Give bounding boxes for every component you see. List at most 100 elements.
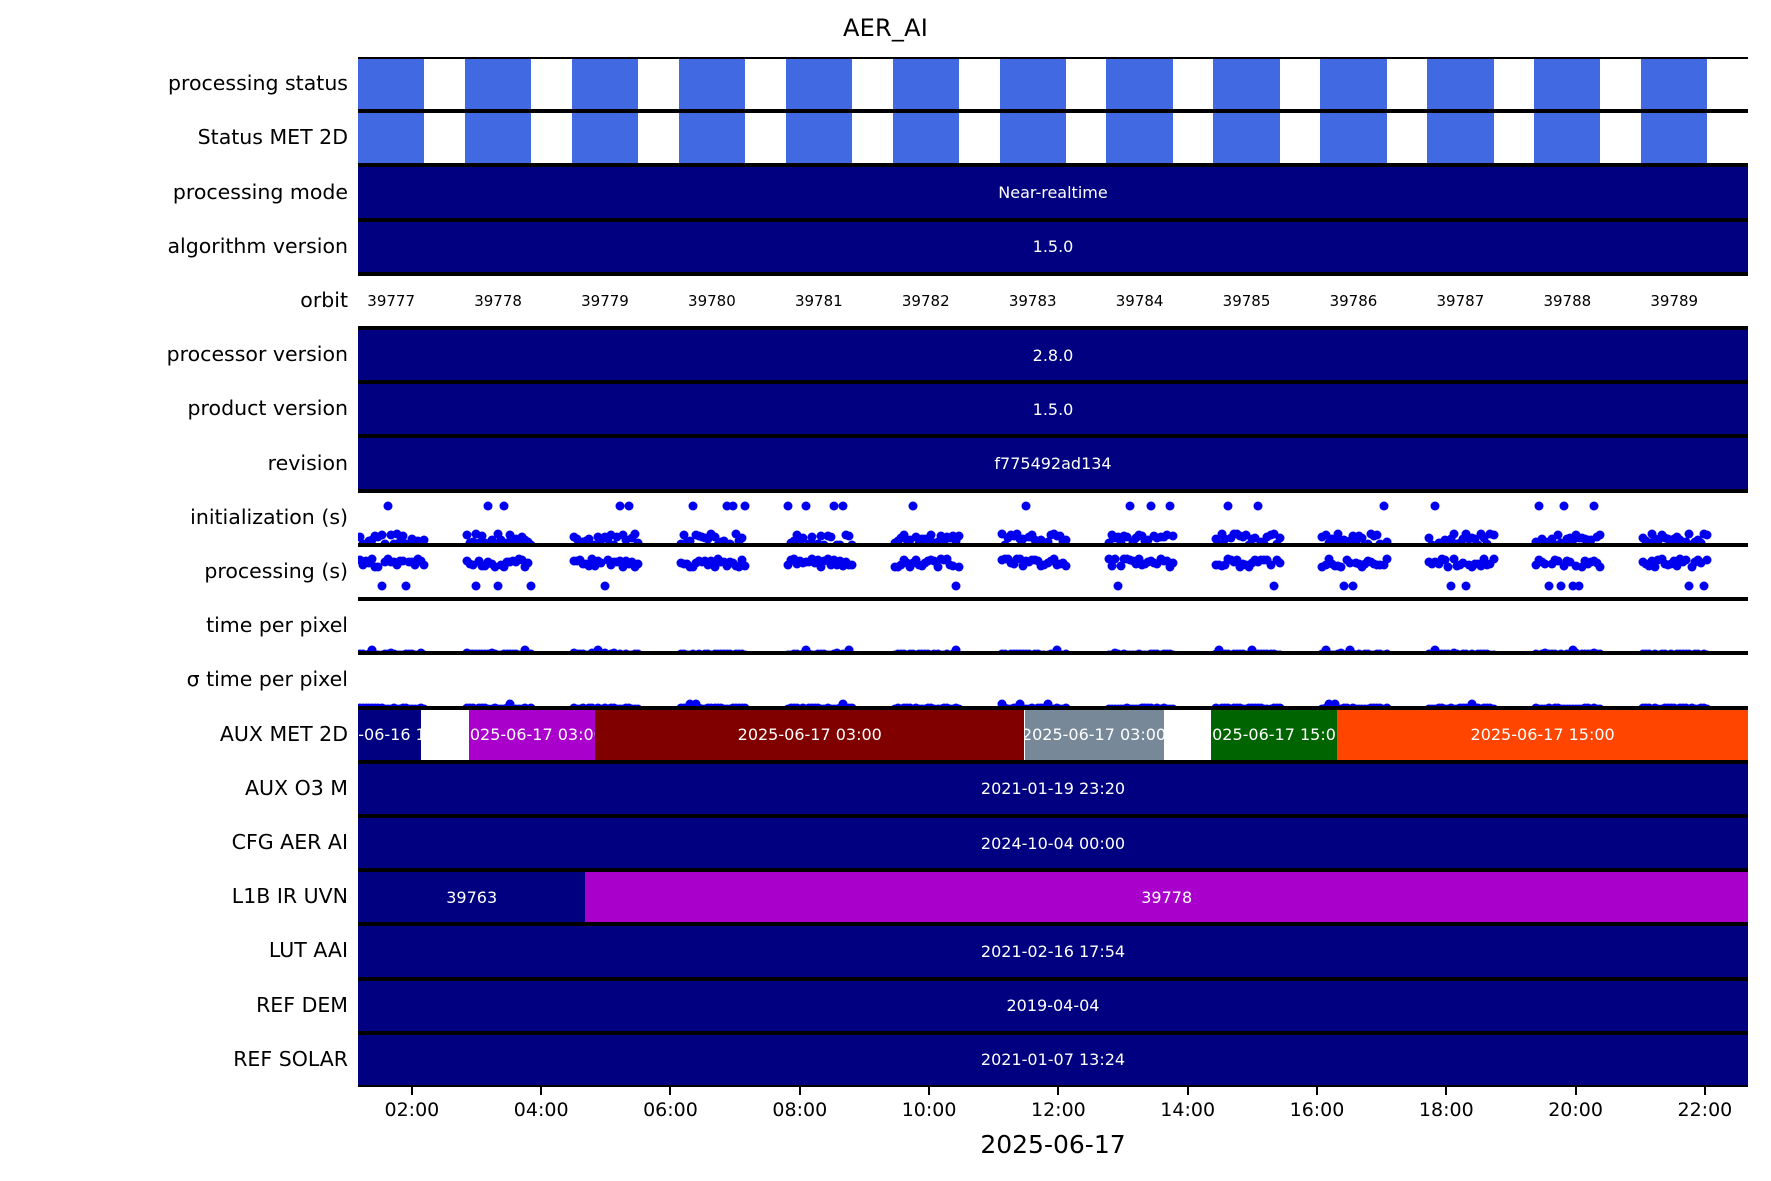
status-block xyxy=(1534,113,1601,164)
scatter-point xyxy=(419,535,429,543)
scatter-point xyxy=(1568,581,1578,591)
scatter-point xyxy=(1375,539,1385,543)
scatter-point xyxy=(997,529,1007,539)
scatter-point xyxy=(1012,529,1022,539)
scatter-point xyxy=(1669,556,1679,566)
scatter-point xyxy=(1684,581,1694,591)
orbit-number: 39787 xyxy=(1436,291,1485,310)
scatter-point xyxy=(1571,561,1581,571)
scatter-point xyxy=(1684,529,1694,539)
row-label-cfg-aer-ai: CFG AER AI xyxy=(231,830,348,855)
scatter-point xyxy=(633,538,643,543)
row-label-aux-met-2d: AUX MET 2D xyxy=(219,721,348,746)
scatter-point xyxy=(462,530,472,540)
scatter-point xyxy=(526,581,536,591)
scatter-point xyxy=(832,648,842,652)
scatter-point xyxy=(392,529,402,538)
page-title: AER_AI xyxy=(843,14,928,42)
scatter-point xyxy=(954,531,964,541)
scatter-point xyxy=(1275,533,1285,543)
scatter-point xyxy=(1382,703,1392,706)
orbit-number: 39779 xyxy=(581,291,629,310)
x-tick-label: 08:00 xyxy=(772,1099,828,1121)
scatter-point xyxy=(1595,562,1605,572)
scatter-point xyxy=(685,699,695,706)
scatter-point xyxy=(1345,645,1355,652)
timeline-segment xyxy=(421,709,469,760)
row-label-processing-s: processing (s) xyxy=(204,559,348,583)
scatter-point xyxy=(1427,540,1437,543)
scatter-point xyxy=(1482,539,1492,543)
scatter-point xyxy=(1351,537,1361,543)
scatter-point xyxy=(1382,537,1392,543)
scatter-point xyxy=(691,699,701,706)
scatter-point xyxy=(526,703,536,706)
scatter-point xyxy=(1489,554,1499,564)
scatter-point xyxy=(1372,530,1382,540)
scatter-point xyxy=(933,562,943,571)
scatter-point xyxy=(737,555,747,565)
orbit-number: 39788 xyxy=(1543,291,1592,310)
scatter-point xyxy=(951,581,961,591)
x-tick-mark xyxy=(1315,1087,1318,1095)
scatter-point xyxy=(813,703,823,706)
status-block xyxy=(1534,59,1601,110)
scatter-point xyxy=(584,561,594,571)
timeline-row-l1b-ir-uvn: 39763 39778 xyxy=(358,870,1748,925)
scatter-point xyxy=(1336,648,1346,652)
scatter-point xyxy=(615,501,625,511)
x-tick-mark xyxy=(540,1087,543,1095)
scatter-point xyxy=(1696,538,1706,543)
scatter-point xyxy=(905,535,915,543)
scatter-point xyxy=(1461,581,1471,591)
scatter-point xyxy=(505,699,515,706)
scatter-point xyxy=(618,562,628,572)
scatter-point xyxy=(1446,534,1456,543)
x-tick-label: 22:00 xyxy=(1677,1099,1733,1121)
scatter-point xyxy=(1061,561,1071,571)
row-label-l1b-ir-uvn: L1B IR UVN xyxy=(231,884,348,909)
status-block xyxy=(1106,59,1173,110)
scatter-point xyxy=(1137,531,1147,541)
scatter-point xyxy=(954,562,964,572)
scatter-point xyxy=(499,562,509,572)
scatter-point xyxy=(1696,558,1706,568)
scatter-point xyxy=(471,581,481,591)
x-tick-label: 10:00 xyxy=(901,1099,957,1121)
x-tick-label: 04:00 xyxy=(513,1099,569,1121)
scatter-point xyxy=(1348,531,1358,541)
scatter-point xyxy=(725,649,735,652)
scatter-point xyxy=(587,703,597,706)
scatter-point xyxy=(1168,704,1178,706)
scatter-point xyxy=(590,540,600,543)
scatter-point xyxy=(829,555,839,565)
scatter-point xyxy=(493,529,503,539)
status-block xyxy=(464,59,532,110)
scatter-point xyxy=(1021,501,1031,511)
scatter-point xyxy=(1653,536,1663,543)
scatter-point xyxy=(1544,581,1553,591)
scatter-point xyxy=(1321,560,1330,570)
scatter-point xyxy=(1348,581,1358,591)
scatter-point xyxy=(526,649,536,652)
scatter-point xyxy=(502,538,512,543)
scatter-point xyxy=(1452,649,1462,652)
scatter-point xyxy=(838,699,848,706)
scatter-point xyxy=(1122,532,1132,541)
scatter-point xyxy=(1333,529,1343,539)
scatter-point xyxy=(923,536,933,543)
row-label-processing-mode: processing mode xyxy=(172,179,348,204)
row-value-lut-aai: 2021-02-16 17:54 xyxy=(980,941,1126,961)
scatter-point xyxy=(474,538,484,543)
scatter-point xyxy=(823,554,833,564)
scatter-point xyxy=(929,556,939,566)
scatter-point xyxy=(1559,561,1569,571)
scatter-point xyxy=(1250,533,1260,543)
status-block xyxy=(785,59,852,110)
scatter-point xyxy=(490,703,500,706)
scatter-point xyxy=(734,562,744,571)
scatter-point xyxy=(1644,538,1654,543)
scatter-point xyxy=(1113,581,1123,591)
x-tick-mark xyxy=(669,1087,672,1095)
scatter-point xyxy=(358,555,365,565)
